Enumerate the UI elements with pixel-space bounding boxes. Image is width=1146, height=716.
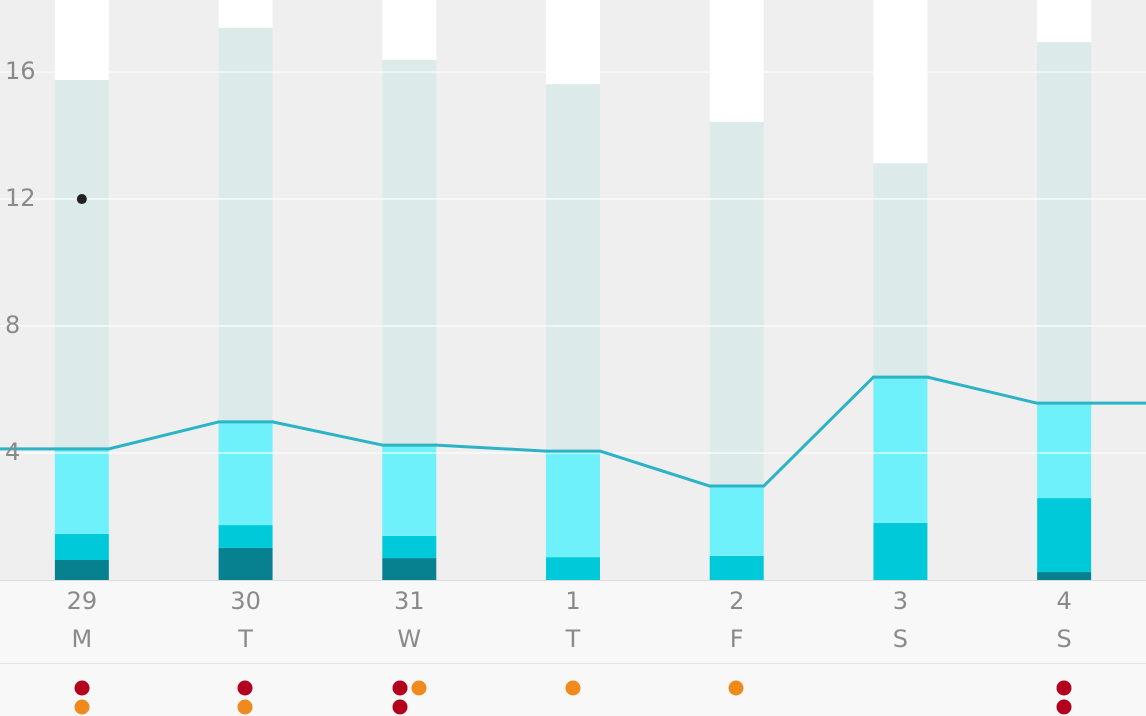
bar-segment (546, 451, 600, 558)
bar-segment (218, 421, 273, 526)
bar-segment (546, 557, 600, 580)
line-connector (434, 443, 548, 453)
event-dot (565, 680, 581, 696)
weekday-label: T (237, 625, 253, 653)
y-tick-label: 12 (5, 184, 36, 212)
bar-segment (382, 0, 437, 61)
bar-segment (54, 533, 109, 560)
event-dot (237, 680, 253, 696)
event-dot (237, 699, 253, 715)
x-tick-label: 4 (1057, 587, 1072, 615)
bar-segment (709, 121, 764, 487)
line-connector (271, 420, 384, 447)
bar-segment (873, 522, 928, 580)
bar-segment (709, 486, 764, 556)
bar-segment (709, 555, 764, 580)
x-tick-label: 3 (893, 587, 908, 615)
event-dot (392, 680, 408, 696)
y-tick-label: 16 (5, 57, 36, 85)
line-connector (107, 420, 221, 451)
bar-segment (873, 0, 928, 164)
y-tick-label: 8 (5, 311, 20, 339)
bar-segment (382, 445, 437, 536)
bar-segment (54, 560, 109, 580)
bar-segment (382, 60, 437, 446)
marker (76, 194, 87, 205)
bar-segment (218, 27, 273, 422)
event-dot (74, 699, 90, 715)
bar-segment (54, 80, 109, 449)
x-tick-label: 31 (394, 587, 425, 615)
line-connector (925, 375, 1039, 405)
bar-segment (873, 377, 928, 523)
x-tick-label: 1 (565, 587, 580, 615)
weekday-label: S (893, 625, 908, 653)
event-dot (1056, 699, 1072, 715)
bar-segment (1037, 403, 1092, 499)
line-connector (598, 449, 712, 488)
x-tick-label: 30 (230, 587, 261, 615)
event-dot (411, 680, 427, 696)
weekday-label: T (565, 625, 581, 653)
event-dot (392, 699, 408, 715)
bar-segment (546, 0, 600, 85)
line-connector (762, 375, 875, 488)
weekday-label: S (1057, 625, 1072, 653)
event-dots (74, 680, 1072, 715)
event-dot (728, 680, 744, 696)
bar-segment (54, 0, 109, 80)
bar-segment (218, 547, 273, 580)
weekday-label: F (730, 625, 744, 653)
event-dot (74, 680, 90, 696)
bar-segment (709, 0, 764, 122)
x-tick-label: 29 (67, 587, 98, 615)
bar-segment (382, 535, 437, 559)
x-tick-label: 2 (729, 587, 744, 615)
bar-segment (1037, 42, 1092, 404)
weekday-label: W (397, 625, 421, 653)
bar-segment (873, 163, 928, 378)
event-dot (1056, 680, 1072, 696)
bar-segment (218, 525, 273, 548)
bar-segment (1037, 572, 1092, 580)
bar-segment (546, 84, 600, 452)
bar-segment (382, 558, 437, 580)
weekday-label: M (71, 625, 92, 653)
bar-segment (1037, 0, 1092, 43)
bar-segment (1037, 498, 1092, 573)
y-tick-label: 4 (5, 438, 20, 466)
bar-segment (54, 448, 109, 534)
bar-segment (218, 0, 273, 28)
